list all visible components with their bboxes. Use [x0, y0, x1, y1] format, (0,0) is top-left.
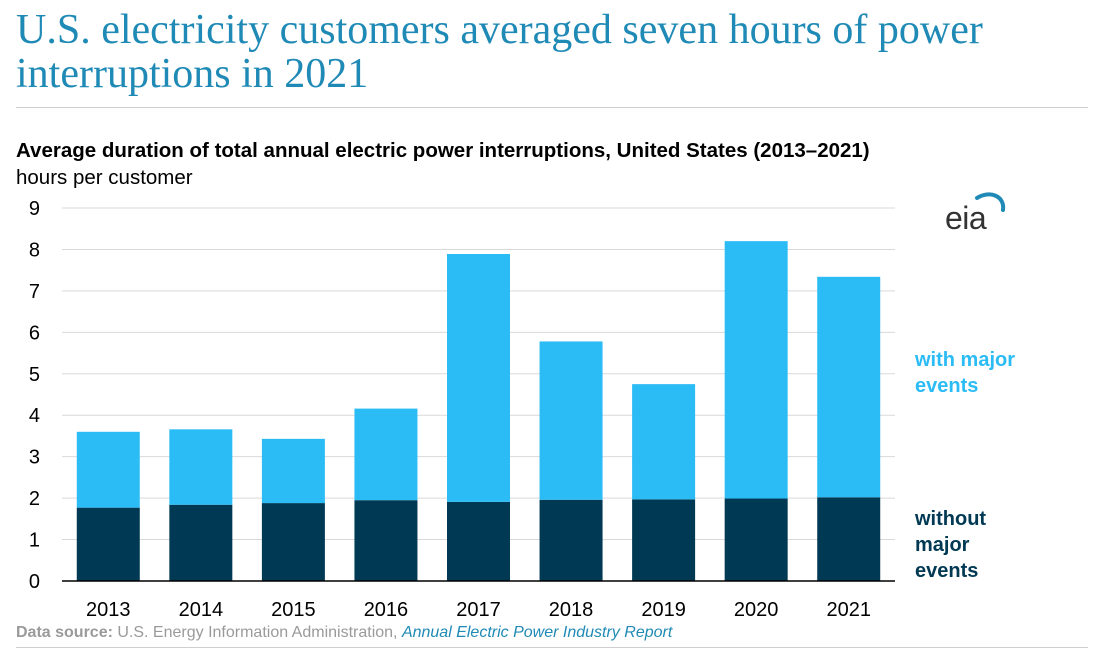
- legend-with-major-events: with major events: [915, 349, 1016, 397]
- bar-without-major-events: [539, 499, 603, 581]
- y-tick-label: 0: [29, 571, 40, 593]
- y-tick-label: 3: [29, 447, 40, 469]
- data-source-text: U.S. Energy Information Administration,: [112, 624, 402, 641]
- x-tick-label: 2014: [179, 599, 224, 621]
- eia-logo-swoosh-icon: [975, 192, 1006, 212]
- bar-with-major-events: [354, 408, 418, 501]
- bar-without-major-events: [632, 499, 696, 581]
- y-tick-label: 4: [29, 405, 40, 427]
- y-axis-unit-label: hours per customer: [16, 166, 193, 189]
- y-tick-label: 6: [29, 322, 40, 344]
- x-tick-label: 2015: [271, 599, 316, 621]
- y-tick-label: 5: [29, 364, 40, 386]
- bar-without-major-events: [261, 503, 325, 581]
- data-source-label: Data source:: [16, 624, 113, 641]
- bar-with-major-events: [539, 341, 603, 500]
- y-tick-label: 8: [29, 239, 40, 261]
- headline: U.S. electricity customers averaged seve…: [16, 7, 983, 97]
- bar-with-major-events: [724, 241, 788, 499]
- x-tick-label: 2013: [86, 599, 131, 621]
- x-tick-label: 2017: [456, 599, 501, 621]
- data-source-link[interactable]: Annual Electric Power Industry Report: [401, 624, 673, 641]
- bar-with-major-events: [817, 276, 881, 498]
- bar-without-major-events: [817, 497, 881, 581]
- y-tick-label: 7: [29, 281, 40, 303]
- x-tick-label: 2021: [826, 599, 871, 621]
- x-tick-label: 2020: [734, 599, 779, 621]
- bottom-divider: [16, 647, 1088, 648]
- bar-without-major-events: [354, 500, 418, 581]
- bar-chart: 0 1 2 3 4 5 6 7 8 9 2013 2014 2015 2016 2017 2018 2019 20…: [29, 198, 895, 621]
- bar-with-major-events: [632, 384, 696, 500]
- y-tick-label: 1: [29, 530, 40, 552]
- top-divider: [16, 107, 1088, 108]
- legend-without-major-events: without major events: [915, 508, 987, 582]
- bar-with-major-events: [261, 438, 325, 504]
- y-tick-label: 9: [29, 198, 40, 220]
- eia-logo: eia: [945, 188, 1015, 238]
- y-tick-label: 2: [29, 488, 40, 510]
- x-tick-label: 2019: [641, 599, 686, 621]
- bar-without-major-events: [76, 507, 140, 581]
- bar-with-major-events: [447, 254, 510, 502]
- data-source: Data source: U.S. Energy Information Adm…: [16, 624, 672, 642]
- x-tick-label: 2016: [364, 599, 409, 621]
- eia-logo-text: eia: [945, 200, 987, 236]
- chart-title: Average duration of total annual electri…: [16, 139, 870, 162]
- bar-with-major-events: [76, 431, 140, 508]
- x-tick-label: 2018: [549, 599, 594, 621]
- bar-without-major-events: [169, 504, 233, 581]
- bar-with-major-events: [169, 429, 233, 505]
- bar-without-major-events: [724, 498, 788, 581]
- bar-without-major-events: [447, 501, 510, 581]
